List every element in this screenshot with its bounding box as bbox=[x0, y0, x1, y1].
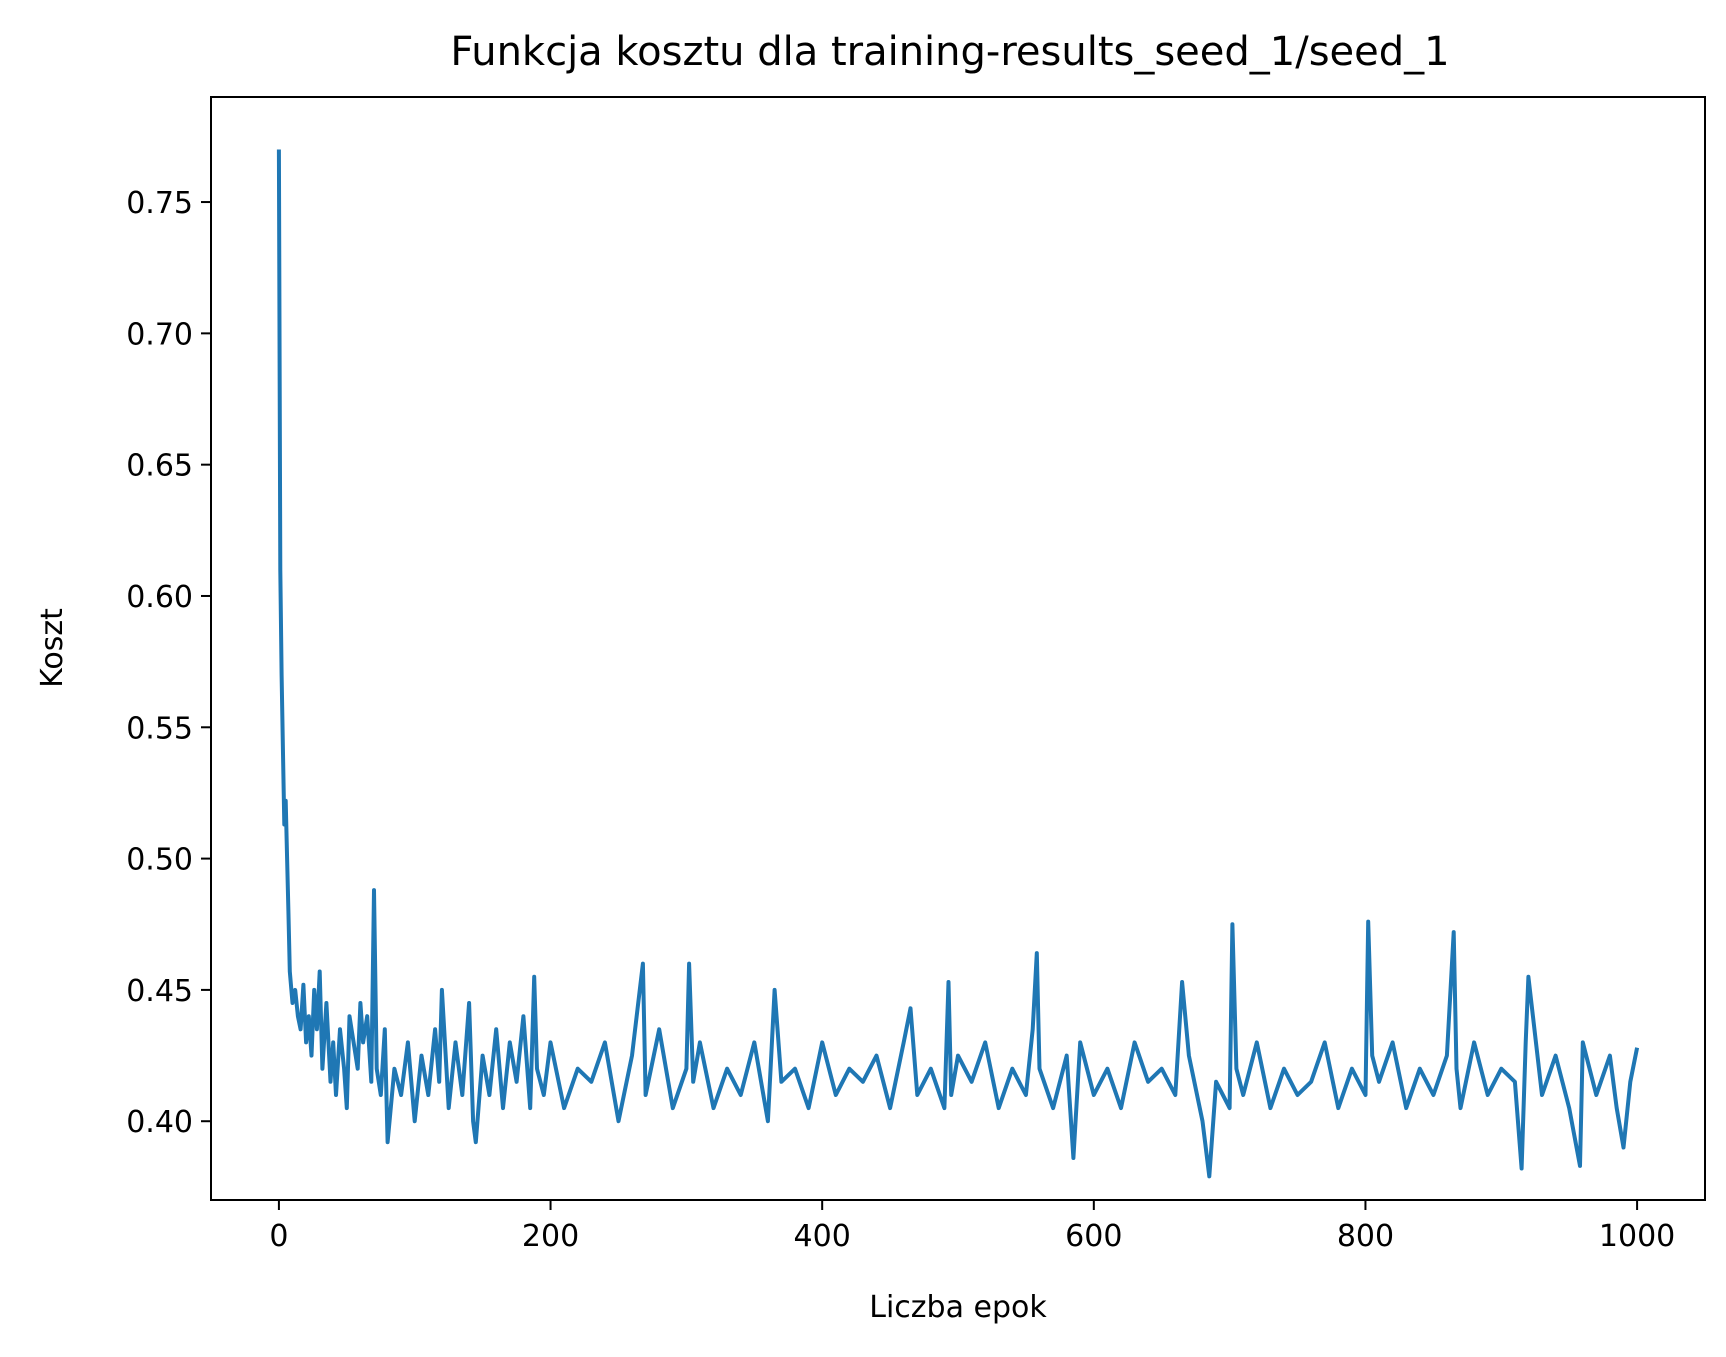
y-tick-label: 0.40 bbox=[126, 1105, 193, 1140]
x-tick-label: 1000 bbox=[1599, 1219, 1675, 1254]
y-tick-label: 0.55 bbox=[126, 711, 193, 746]
x-axis: 0 200 400 600 800 1000 bbox=[269, 1200, 1675, 1254]
y-axis: 0.40 0.45 0.50 0.55 0.60 0.65 0.70 0.75 bbox=[126, 186, 211, 1140]
plot-area bbox=[276, 149, 1640, 1179]
x-axis-title: Liczba epok bbox=[869, 1290, 1047, 1325]
chart-title: Funkcja kosztu dla training-results_seed… bbox=[450, 29, 1449, 75]
y-tick-label: 0.50 bbox=[126, 843, 193, 878]
y-tick-label: 0.45 bbox=[126, 974, 193, 1009]
x-tick-label: 200 bbox=[522, 1219, 579, 1254]
x-tick-label: 800 bbox=[1337, 1219, 1394, 1254]
y-tick-label: 0.65 bbox=[126, 449, 193, 484]
x-tick-label: 600 bbox=[1065, 1219, 1122, 1254]
y-tick-label: 0.70 bbox=[126, 317, 193, 352]
x-tick-label: 0 bbox=[269, 1219, 288, 1254]
plot-frame bbox=[210, 96, 1706, 1201]
series-line-0 bbox=[276, 149, 1640, 1179]
y-axis-title: Koszt bbox=[35, 608, 70, 688]
x-tick-label: 400 bbox=[794, 1219, 851, 1254]
y-tick-label: 0.60 bbox=[126, 580, 193, 615]
y-tick-label: 0.75 bbox=[126, 186, 193, 221]
